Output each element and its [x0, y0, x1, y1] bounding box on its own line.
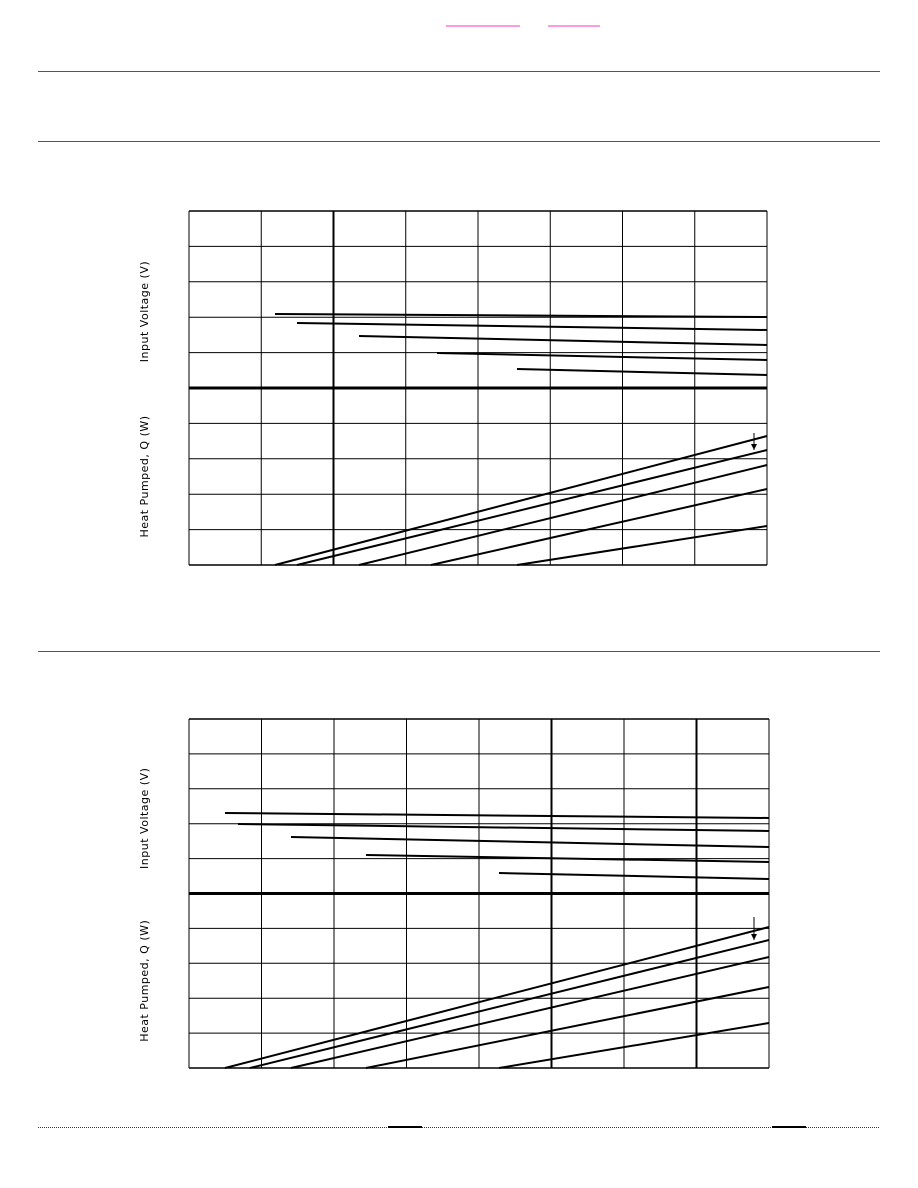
- curve: [290, 836, 770, 848]
- curve: [290, 956, 770, 1069]
- curve: [436, 352, 768, 361]
- y-axis-label: Input Voltage (V): [138, 768, 151, 869]
- curve: [498, 1022, 770, 1069]
- curve: [296, 449, 768, 566]
- curve: [296, 322, 768, 331]
- curve: [249, 939, 770, 1069]
- curve: [516, 368, 768, 376]
- curve: [224, 926, 770, 1069]
- y-axis-label: Heat Pumped, Q (W): [138, 920, 151, 1042]
- curve: [430, 488, 768, 566]
- curve: [498, 872, 770, 880]
- curve: [224, 812, 770, 819]
- y-axis-label: Heat Pumped, Q (W): [138, 415, 151, 537]
- curve: [516, 525, 768, 566]
- curve: [358, 335, 768, 346]
- curve: [274, 435, 768, 566]
- arrow-head: [751, 934, 757, 940]
- curve: [365, 986, 770, 1069]
- arrow-head: [751, 444, 757, 450]
- curve: [274, 313, 768, 318]
- curve: [358, 464, 768, 566]
- curve: [237, 823, 770, 832]
- curve: [365, 854, 770, 863]
- y-axis-label: Input Voltage (V): [138, 261, 151, 362]
